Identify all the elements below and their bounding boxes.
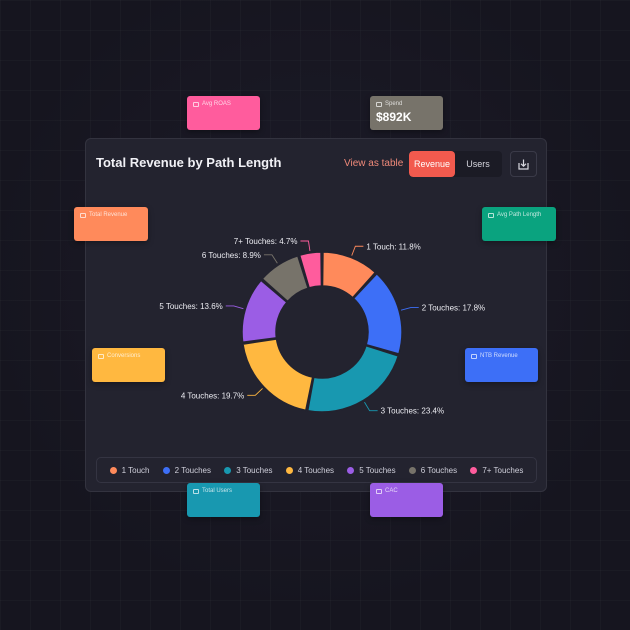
users-toggle-button[interactable]: Users <box>466 159 490 169</box>
cac-icon <box>376 488 382 494</box>
legend-swatch <box>162 466 170 474</box>
slice-label-5: 5 Touches: 13.6% <box>159 302 222 311</box>
leader-line-3 <box>364 401 378 412</box>
slice-label-7: 7+ Touches: 4.7% <box>234 237 298 246</box>
slice-label-4: 4 Touches: 19.7% <box>181 391 244 400</box>
download-button[interactable] <box>510 151 537 177</box>
donut-slice-3[interactable] <box>306 344 400 413</box>
leader-line-6 <box>263 254 278 264</box>
legend-item-3[interactable]: 3 Touches <box>224 465 273 475</box>
metric-toggle: Revenue Users <box>409 151 502 177</box>
slice-label-6: 6 Touches: 8.9% <box>202 251 261 260</box>
ntb-revenue-icon <box>471 353 477 359</box>
spend-label: Spend <box>385 101 403 107</box>
conversions-card: Conversions <box>92 348 165 382</box>
revenue-toggle-button[interactable]: Revenue <box>409 151 455 177</box>
avg-path-length-card: Avg Path Length <box>482 207 556 241</box>
legend-item-5[interactable]: 5 Touches <box>347 465 396 475</box>
donut-slice-1[interactable] <box>321 251 377 299</box>
leader-line-5 <box>225 305 244 310</box>
cac-card: CAC <box>370 483 443 517</box>
total-revenue-label: Total Revenue <box>89 212 128 218</box>
chart-legend: 1 Touch 2 Touches 3 Touches 4 Touches 5 Touc… <box>96 457 537 483</box>
view-as-table-link[interactable]: View as table <box>344 158 404 169</box>
avg-roas-label: Avg ROAS <box>202 101 231 107</box>
chart-title: Total Revenue by Path Length <box>96 155 282 170</box>
leader-line-4 <box>247 388 263 396</box>
chart-card: Total Revenue by Path Length View as tab… <box>85 138 547 492</box>
donut-slice-6[interactable] <box>261 255 309 303</box>
slice-label-2: 2 Touches: 17.8% <box>422 304 485 313</box>
avg-path-length-label: Avg Path Length <box>497 212 542 218</box>
legend-item-4[interactable]: 4 Touches <box>285 465 335 475</box>
spend-value: $892K <box>376 110 412 124</box>
donut-slice-7[interactable] <box>298 251 323 289</box>
donut-slice-5[interactable] <box>241 279 288 343</box>
spend-icon <box>376 101 382 107</box>
legend-item-6[interactable]: 6 Touches <box>408 465 458 475</box>
legend-label: 5 Touches <box>359 465 396 475</box>
total-users-card: Total Users <box>187 483 260 517</box>
legend-swatch <box>347 466 355 474</box>
donut-slice-4[interactable] <box>242 338 314 412</box>
slice-label-3: 3 Touches: 23.4% <box>381 407 444 416</box>
avg-roas-icon <box>193 101 199 107</box>
legend-label: 3 Touches <box>236 465 273 475</box>
legend-label: 7+ Touches <box>482 465 524 475</box>
donut-chart: 1 Touch: 11.8% 2 Touches: 17.8% 3 Touches:… <box>159 237 485 416</box>
spend-card: Spend $892K <box>370 96 443 130</box>
ntb-revenue-label: NTB Revenue <box>480 353 518 359</box>
legend-label: 4 Touches <box>297 465 335 475</box>
legend-label: 6 Touches <box>420 465 458 475</box>
legend-item-1[interactable]: 1 Touch <box>109 465 150 475</box>
legend-swatch <box>408 466 416 474</box>
avg-roas-card: Avg ROAS <box>187 96 260 130</box>
cac-label: CAC <box>385 488 398 494</box>
donut-slice-2[interactable] <box>352 272 403 355</box>
download-icon <box>518 159 529 170</box>
legend-swatch <box>109 466 117 474</box>
legend-swatch <box>470 466 478 474</box>
legend-label: 1 Touch <box>121 465 150 475</box>
conversions-icon <box>98 353 104 359</box>
legend-item-2[interactable]: 2 Touches <box>162 465 211 475</box>
legend-swatch <box>224 466 232 474</box>
leader-line-2 <box>400 307 419 311</box>
conversions-label: Conversions <box>107 353 141 359</box>
legend-swatch <box>285 466 293 474</box>
slice-label-1: 1 Touch: 11.8% <box>366 242 420 251</box>
leader-line-7 <box>300 240 311 251</box>
total-revenue-icon <box>80 212 86 218</box>
total-revenue-card: Total Revenue <box>74 207 148 241</box>
legend-label: 2 Touches <box>174 465 211 475</box>
total-users-label: Total Users <box>202 488 233 494</box>
leader-line-1 <box>351 245 364 256</box>
legend-item-7[interactable]: 7+ Touches <box>470 466 523 475</box>
avg-path-length-icon <box>488 212 494 218</box>
total-users-icon <box>193 488 199 494</box>
ntb-revenue-card: NTB Revenue <box>465 348 538 382</box>
